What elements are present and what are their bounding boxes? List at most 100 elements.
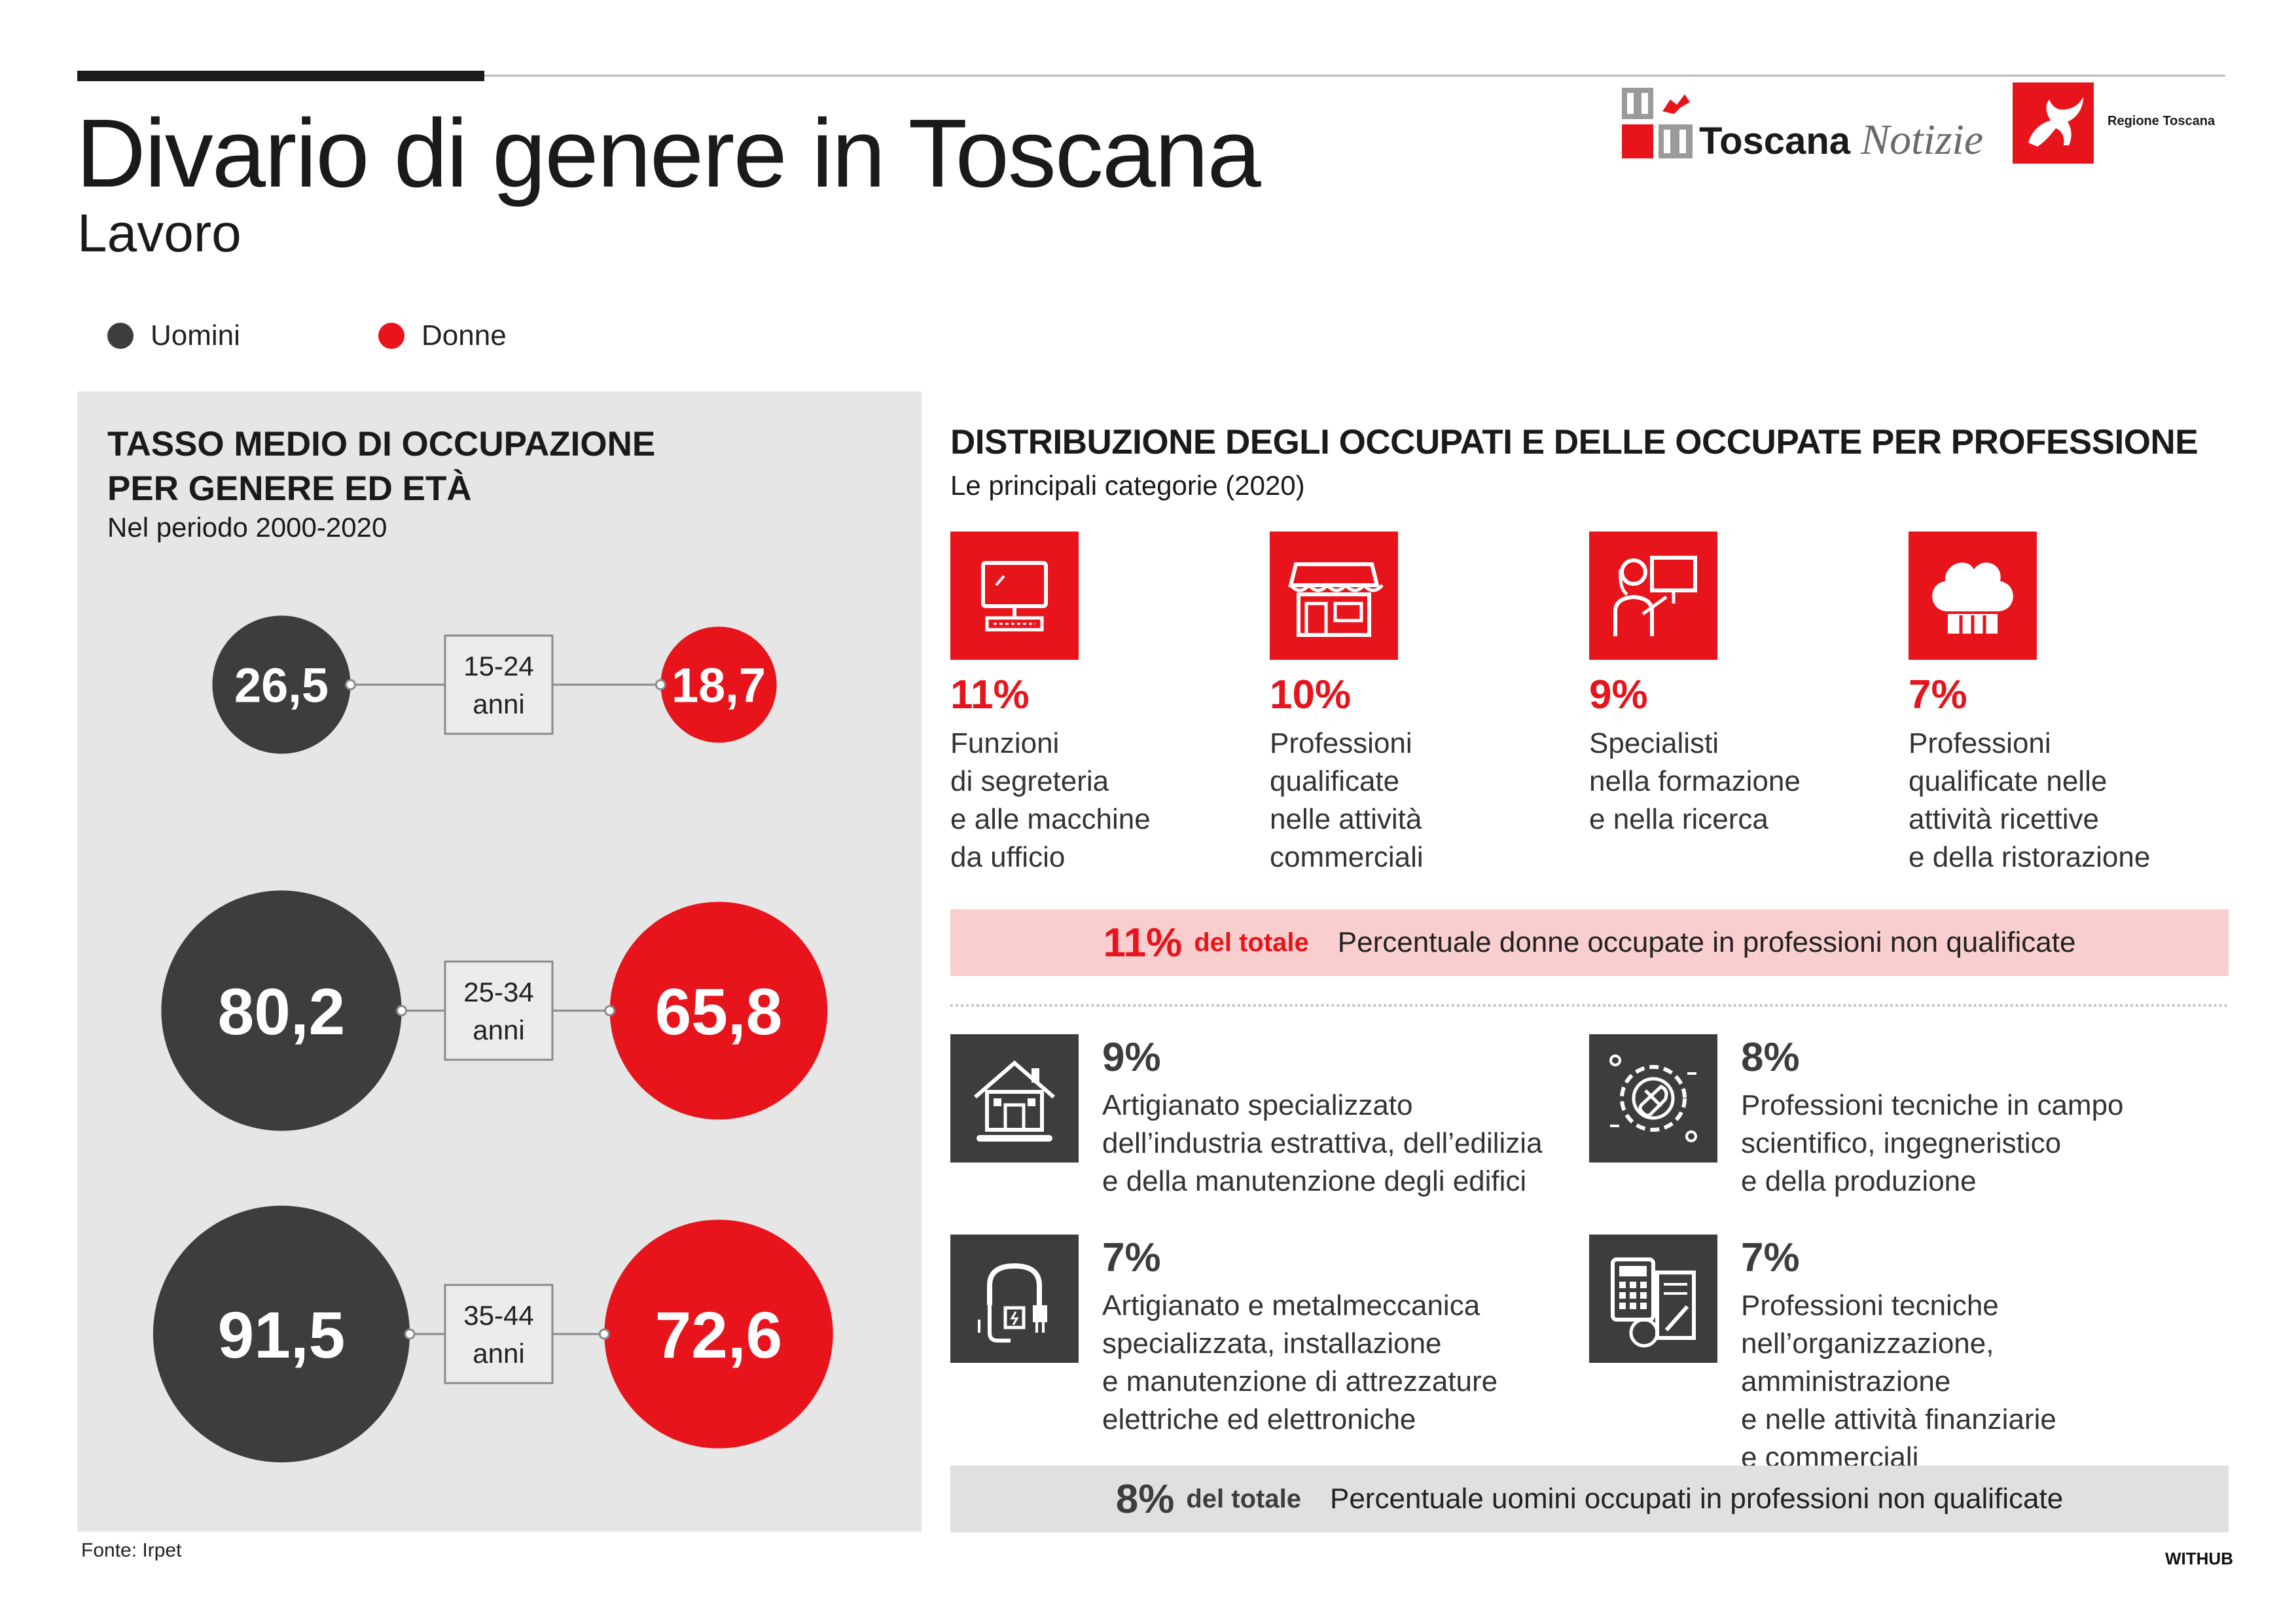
women-band-pct: 11% [1103, 920, 1183, 965]
description-line: Artigianato e metalmeccanica [1102, 1290, 1480, 1322]
men-band-del-totale: del totale [1186, 1484, 1301, 1513]
description-line: nelle attività [1270, 803, 1422, 835]
men-category-description: Professioni tecniche in campo scientifico… [1741, 1087, 2199, 1200]
men-category-description: Artigianato e metalmeccanica specializzat… [1102, 1287, 1560, 1439]
description-line: Professioni [1909, 727, 2051, 759]
women-category: 11% Funzioni di segreteria e alle macchine d… [950, 532, 1238, 876]
description-line: da ufficio [950, 841, 1066, 873]
legend-item-men: Uomini [107, 319, 240, 352]
header-rule [484, 75, 2225, 77]
connector-dot [598, 1328, 610, 1340]
wordmark-bold: Toscana [1699, 120, 1851, 162]
description-line: scientifico, ingegneristico [1741, 1127, 2062, 1159]
women-unqualified-band: 11% del totale Percentuale donne occupat… [950, 909, 2229, 976]
bubble-women [604, 1219, 833, 1449]
legend-dot-men [107, 323, 134, 349]
description-line: qualificate nelle [1909, 765, 2108, 797]
bubble-women [609, 901, 828, 1120]
age-unit-label: anni [473, 689, 524, 719]
toscana-notizie-wordmark: Toscana Notizie [1699, 115, 1983, 165]
value-label-women: 72,6 [655, 1299, 783, 1372]
connector-dot [655, 679, 666, 691]
men-category-pct: 7% [1102, 1235, 1161, 1280]
toscana-notizie-logo: Toscana Notizie [1622, 88, 2015, 173]
description-line: specializzata, installazione [1102, 1327, 1442, 1360]
description-line: commerciali [1270, 841, 1424, 873]
description-line: nella formazione [1589, 765, 1801, 797]
legend-item-women: Donne [378, 319, 507, 352]
description-line: e nelle attività finanziarie [1741, 1403, 2056, 1435]
description-line: Professioni [1270, 727, 1412, 759]
value-label-women: 18,7 [672, 659, 766, 713]
description-line: Funzioni [950, 727, 1060, 759]
chef-hat-icon [1909, 532, 2037, 660]
description-line: elettriche ed elettroniche [1102, 1403, 1416, 1435]
description-line: dell’industria estrattiva, dell’edilizia [1102, 1127, 1543, 1159]
bubble-men [212, 615, 351, 754]
men-unqualified-band: 8% del totale Percentuale uomini occupat… [950, 1466, 2229, 1532]
description-line: nell’organizzazione, amministrazione [1741, 1327, 1994, 1398]
legend-label-men: Uomini [151, 319, 240, 352]
employment-rate-title-line1: TASSO MEDIO DI OCCUPAZIONE [107, 425, 656, 463]
age-range-label: 35-44 [463, 1300, 533, 1331]
regione-toscana-label: Regione Toscana [2108, 114, 2215, 128]
connector-dot [345, 679, 357, 691]
connector-dot [604, 1005, 616, 1017]
connector-dot [396, 1005, 408, 1017]
bubble-women [660, 626, 777, 743]
gear-wrench-icon [1589, 1034, 1717, 1163]
men-category-description: Artigianato specializzato dell’industria … [1102, 1087, 1560, 1200]
description-line: qualificate [1270, 765, 1400, 797]
men-category: 8% Professioni tecniche in campo scientifi… [1589, 1034, 2178, 1250]
description-line: attività ricettive [1909, 803, 2099, 835]
employment-rate-title: TASSO MEDIO DI OCCUPAZIONE PER GENERE ED… [107, 422, 893, 511]
employment-rate-period: Nel periodo 2000-2020 [107, 512, 387, 543]
wordmark-italic: Notizie [1861, 116, 1984, 164]
women-category-description: Funzioni di segreteria e alle macchine da u… [950, 725, 1238, 876]
bubble-men [152, 1205, 410, 1463]
age-unit-label: anni [473, 1015, 524, 1045]
women-category-description: Specialisti nella formazione e nella ricer… [1589, 725, 1877, 839]
regione-toscana-logo: Regione Toscana [2013, 82, 2229, 168]
description-line: di segreteria [950, 765, 1109, 797]
page-subtitle: Lavoro [77, 204, 242, 263]
employment-bubble-chart: 15-24 anni 26,5 18,7 25-34 anni 80,2 65,8 35-44 a… [152, 615, 833, 1463]
description-line: e manutenzione di attrezzature [1102, 1365, 1498, 1398]
source-note: Fonte: Irpet [81, 1540, 182, 1561]
value-label-men: 80,2 [218, 975, 346, 1049]
calculator-document-icon [1589, 1235, 1717, 1363]
age-range-label: 15-24 [463, 651, 533, 681]
description-line: Artigianato specializzato [1102, 1089, 1413, 1121]
description-line: e nella ricerca [1589, 803, 1768, 835]
women-band-del-totale: del totale [1194, 928, 1309, 957]
age-range-box [444, 634, 554, 735]
legend-dot-women [378, 323, 404, 349]
description-line: e della produzione [1741, 1165, 1977, 1197]
men-band-pct: 8% [1115, 1476, 1175, 1522]
men-category-pct: 7% [1741, 1235, 1800, 1280]
profession-distribution-title: DISTRIBUZIONE DEGLI OCCUPATI E DELLE OCC… [950, 423, 2198, 461]
men-category-description: Professioni tecniche nell’organizzazione,… [1741, 1287, 2199, 1477]
women-category-pct: 9% [1589, 672, 1648, 717]
women-category-pct: 10% [1270, 672, 1352, 717]
cable-plug-icon [950, 1235, 1079, 1363]
age-range-box [444, 1284, 554, 1384]
description-line: Specialisti [1589, 727, 1719, 759]
employment-rate-title-line2: PER GENERE ED ETÀ [107, 469, 472, 508]
women-category: 7% Professioni qualificate nelle attività r… [1909, 532, 2197, 876]
toscana-notizie-mark-icon [1622, 88, 1693, 158]
house-tools-icon [950, 1034, 1079, 1163]
women-category: 9% Specialisti nella formazione e nella ric… [1589, 532, 1877, 839]
page-title: Divario di genere in Toscana [76, 99, 1261, 208]
men-category-pct: 9% [1102, 1035, 1161, 1080]
section-divider [950, 1004, 2229, 1007]
women-category-pct: 11% [950, 672, 1030, 717]
men-band-text: Percentuale uomini occupati in professio… [1329, 1483, 2064, 1515]
connector-dot [404, 1328, 416, 1340]
pegasus-icon [2013, 82, 2094, 164]
women-category-description: Professioni qualificate nelle attività ric… [1909, 725, 2197, 876]
age-range-box [444, 960, 554, 1061]
computer-icon [950, 532, 1079, 660]
value-label-women: 65,8 [655, 975, 783, 1049]
women-category-description: Professioni qualificate nelle attività comm… [1270, 725, 1558, 876]
